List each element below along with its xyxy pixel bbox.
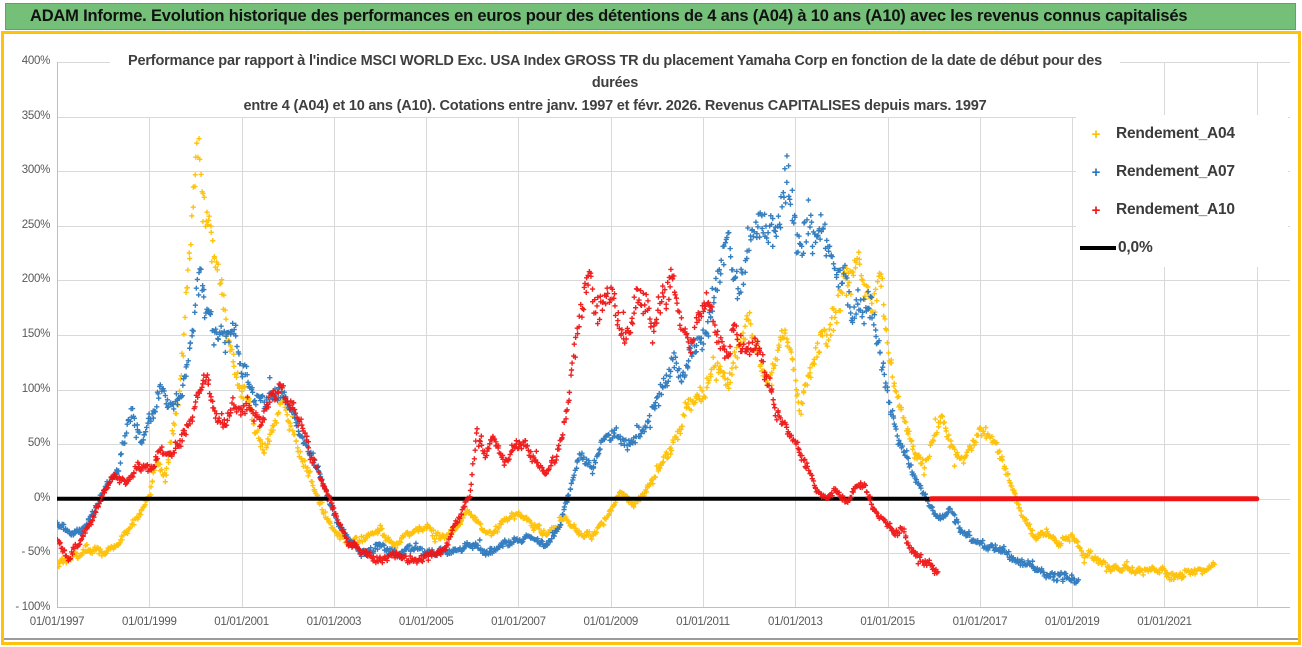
x-tick-label: 01/01/2019 <box>1044 616 1100 628</box>
x-tick-label: 01/01/2021 <box>1137 616 1192 628</box>
chart-title-line2: entre 4 (A04) et 10 ans (A10). Cotations… <box>243 97 987 114</box>
x-tick-label: 01/01/1997 <box>29 616 85 628</box>
x-tick-label: 01/01/1999 <box>122 616 177 628</box>
x-tick-label: 01/01/2007 <box>491 616 546 628</box>
legend-label: Rendement_A07 <box>1116 163 1235 180</box>
report-title-bar: ADAM Informe. Evolution historique des p… <box>5 3 1296 30</box>
chart-frame[interactable]: Performance par rapport à l'indice MSCI … <box>0 31 1302 645</box>
plus-marker-icon: + <box>1091 125 1101 143</box>
y-tick-label: 150% <box>21 328 51 340</box>
y-tick-label: 0% <box>33 491 50 504</box>
report-title: ADAM Informe. Evolution historique des p… <box>30 7 1188 25</box>
chart-legend[interactable]: + Rendement_A04 + Rendement_A07 + Rendem… <box>1076 115 1288 267</box>
y-tick-label: 300% <box>21 164 51 177</box>
y-tick-label: - 50% <box>21 546 50 559</box>
y-tick-label: 50% <box>27 437 50 450</box>
plus-marker-icon: + <box>1091 163 1101 181</box>
legend-label: Rendement_A04 <box>1116 125 1235 142</box>
bottom-divider-line <box>4 638 1298 640</box>
chart-title-line1: Performance par rapport à l'indice MSCI … <box>128 53 1102 92</box>
x-tick-label: 01/01/2013 <box>768 616 823 628</box>
black-line-marker-icon <box>1080 246 1116 250</box>
x-tick-label: 01/01/2005 <box>398 616 454 628</box>
legend-item-zero-line[interactable]: 0,0% <box>1076 229 1288 267</box>
chart-title: Performance par rapport à l'indice MSCI … <box>110 50 1120 118</box>
x-tick-label: 01/01/2017 <box>952 616 1008 628</box>
legend-item-rendement-a04[interactable]: + Rendement_A04 <box>1076 115 1288 153</box>
y-tick-label: 100% <box>21 382 51 395</box>
x-tick-label: 01/01/2015 <box>860 616 915 628</box>
x-tick-label: 01/01/2003 <box>306 616 362 628</box>
legend-item-rendement-a10[interactable]: + Rendement_A10 <box>1076 191 1288 229</box>
x-tick-label: 01/01/2011 <box>676 616 730 628</box>
y-tick-label: 250% <box>21 218 51 231</box>
legend-label: Rendement_A10 <box>1116 201 1235 218</box>
y-tick-label: 200% <box>21 273 51 286</box>
y-tick-label: - 100% <box>15 601 50 613</box>
x-tick-label: 01/01/2009 <box>583 616 639 628</box>
y-tick-label: 350% <box>21 109 51 122</box>
legend-label: 0,0% <box>1118 239 1153 256</box>
y-tick-label: 400% <box>21 55 51 67</box>
x-tick-label: 01/01/2001 <box>214 616 269 628</box>
plus-marker-icon: + <box>1091 201 1101 219</box>
legend-item-rendement-a07[interactable]: + Rendement_A07 <box>1076 153 1288 191</box>
